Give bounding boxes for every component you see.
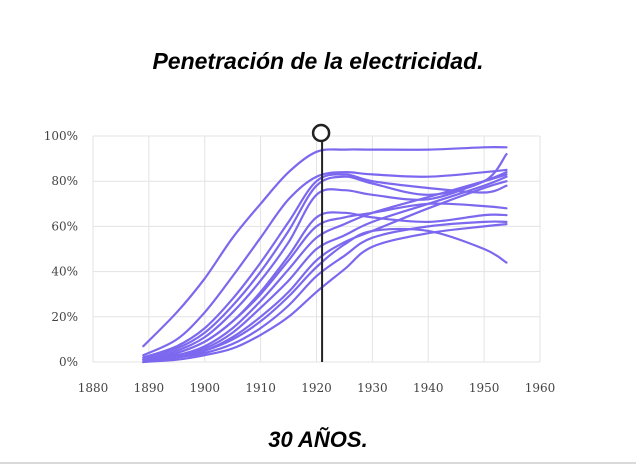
x-tick-label: 1920	[301, 381, 332, 395]
year-marker	[311, 123, 331, 362]
bottom-rule	[0, 462, 636, 464]
x-tick-label: 1940	[413, 381, 444, 395]
slide-caption: 30 AÑOS.	[268, 427, 368, 452]
x-tick-label: 1950	[469, 381, 500, 395]
series-line-1	[142, 146, 508, 348]
y-tick-label: 60%	[51, 219, 78, 233]
y-tick-label: 80%	[51, 174, 78, 188]
series-line-13	[142, 223, 508, 364]
x-tick-label: 1930	[357, 381, 388, 395]
x-tick-label: 1910	[245, 381, 276, 395]
series-line-4	[142, 153, 508, 359]
y-tick-label: 20%	[51, 310, 78, 324]
x-tick-labels: 1880 1890 1900 1910 1920 1930 1940 1950 1960	[78, 381, 556, 395]
series-line-7	[142, 202, 508, 361]
x-tick-label: 1890	[134, 381, 165, 395]
y-tick-label: 40%	[51, 265, 78, 279]
series-line-3	[142, 173, 508, 359]
x-tick-label: 1900	[189, 381, 220, 395]
x-tick-label: 1960	[525, 381, 556, 395]
slide-title: Penetración de la electricidad.	[152, 48, 484, 74]
series-line-9	[142, 175, 508, 361]
series-line-5	[142, 171, 508, 361]
y-tick-labels: 0% 20% 40% 60% 80% 100%	[44, 129, 78, 369]
x-tick-label: 1880	[78, 381, 109, 395]
y-tick-label: 100%	[44, 129, 78, 143]
y-tick-label: 0%	[59, 355, 78, 369]
series-lines	[142, 146, 508, 364]
series-line-2	[142, 168, 508, 357]
series-line-8	[142, 173, 508, 361]
year-marker-handle[interactable]	[311, 123, 331, 143]
series-line-12	[142, 220, 508, 364]
